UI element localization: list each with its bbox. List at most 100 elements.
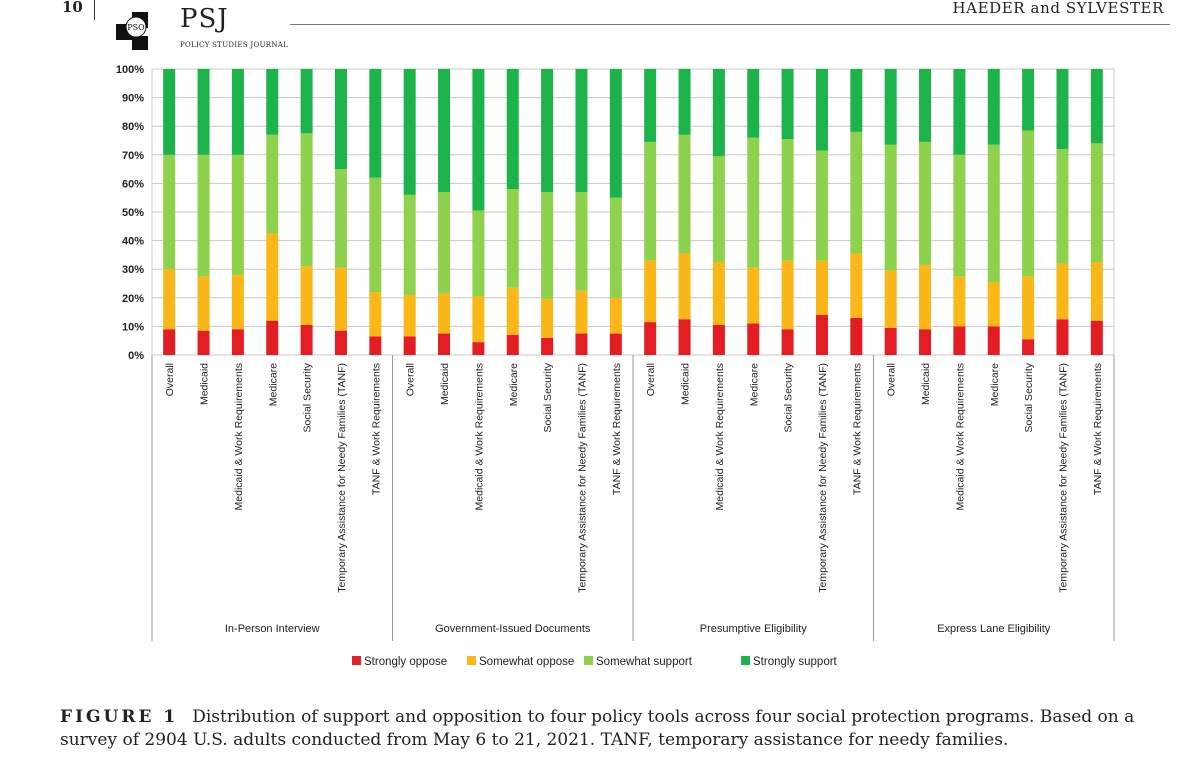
bar-segment-strongly-support	[1022, 69, 1035, 131]
legend-swatch	[467, 656, 476, 665]
journal-logo: PSO	[116, 12, 148, 50]
bar-segment-somewhat-oppose	[369, 292, 382, 337]
bar-segment-somewhat-support	[953, 154, 966, 277]
x-tick-label: TANF & Work Requirements	[370, 363, 382, 495]
bar-segment-strongly-oppose	[850, 317, 863, 355]
bar-segment-strongly-oppose	[575, 333, 588, 355]
bar-segment-strongly-support	[644, 69, 657, 142]
bar-segment-somewhat-support	[438, 191, 451, 294]
bar-segment-strongly-oppose	[266, 320, 279, 355]
bar-segment-strongly-oppose	[919, 329, 932, 355]
x-tick-label: Social Security	[1023, 362, 1035, 432]
bar-segment-somewhat-oppose	[163, 269, 176, 330]
bar-segment-somewhat-oppose	[1056, 263, 1069, 320]
x-tick-label: Medicare	[267, 363, 279, 406]
y-tick-label: 30%	[122, 264, 144, 276]
bar-segment-somewhat-oppose	[919, 264, 932, 330]
bar-segment-somewhat-oppose	[575, 290, 588, 334]
y-tick-label: 80%	[122, 121, 144, 133]
bar-segment-strongly-support	[987, 69, 1000, 145]
bar-segment-somewhat-oppose	[266, 233, 279, 321]
x-tick-label: Medicaid	[439, 363, 451, 405]
bar-segment-strongly-oppose	[403, 336, 416, 355]
bar-segment-somewhat-support	[266, 134, 279, 234]
bar-segment-strongly-support	[334, 69, 347, 170]
x-tick-label: Medicare	[989, 363, 1001, 406]
bar-segment-somewhat-support	[1022, 130, 1035, 277]
bar-segment-strongly-support	[747, 69, 760, 138]
bar-segment-strongly-oppose	[747, 323, 760, 355]
bar-segment-somewhat-support	[541, 191, 554, 300]
x-tick-label: Medicaid & Work Requirements	[473, 363, 485, 510]
bar-segment-strongly-oppose	[506, 334, 519, 355]
bar-segment-strongly-support	[1056, 69, 1069, 150]
bar-segment-somewhat-support	[575, 191, 588, 291]
x-tick-label: Temporary Assistance for Needy Families …	[576, 363, 588, 593]
bar-segment-strongly-oppose	[1090, 320, 1103, 355]
y-tick-label: 20%	[122, 293, 144, 305]
bar-segment-somewhat-oppose	[644, 260, 657, 323]
bar-segment-strongly-support	[369, 69, 382, 178]
group-label: Express Lane Eligibility	[937, 623, 1051, 635]
bar-segment-somewhat-oppose	[712, 262, 725, 325]
bar-segment-somewhat-support	[472, 210, 485, 297]
bar-segment-strongly-oppose	[884, 327, 897, 355]
bar-segment-somewhat-oppose	[747, 267, 760, 324]
bar-segment-strongly-oppose	[541, 337, 554, 355]
bar-segment-somewhat-support	[712, 156, 725, 263]
header-divider	[94, 0, 95, 20]
x-tick-label: TANF & Work Requirements	[611, 363, 623, 495]
bar-segment-strongly-oppose	[644, 322, 657, 355]
legend-label: Strongly support	[753, 656, 838, 668]
caption-text: Distribution of support and opposition t…	[60, 707, 1135, 750]
bar-segment-strongly-support	[300, 69, 313, 134]
bar-segment-somewhat-oppose	[1090, 262, 1103, 321]
bar-segment-somewhat-oppose	[403, 294, 416, 337]
y-tick-label: 50%	[122, 207, 144, 219]
x-tick-label: Medicaid & Work Requirements	[714, 363, 726, 510]
bar-segment-somewhat-support	[987, 144, 1000, 283]
bar-segment-somewhat-support	[231, 154, 244, 275]
bar-segment-strongly-support	[231, 69, 244, 155]
x-tick-label: TANF & Work Requirements	[851, 363, 863, 495]
group-label: In-Person Interview	[225, 623, 320, 635]
bar-segment-somewhat-support	[163, 154, 176, 270]
bar-segment-strongly-support	[712, 69, 725, 157]
bar-segment-strongly-oppose	[1056, 319, 1069, 355]
bar-segment-strongly-support	[438, 69, 451, 192]
y-tick-label: 0%	[128, 350, 144, 362]
stacked-bar-chart: 0% 10% 20% 30% 40% 50% 60% 70% 80% 90% 100% Overall…	[116, 64, 1115, 668]
logo-badge	[125, 16, 147, 38]
x-tick-label: Medicaid	[920, 363, 932, 405]
bar-segment-strongly-support	[575, 69, 588, 192]
figure-label: FIGURE 1	[60, 707, 179, 727]
header-rule	[290, 24, 1170, 25]
y-tick-label: 60%	[122, 178, 144, 190]
bar-segment-strongly-support	[541, 69, 554, 192]
bar-segment-strongly-support	[850, 69, 863, 132]
bar-segment-somewhat-oppose	[438, 293, 451, 334]
bar-segment-somewhat-support	[300, 133, 313, 267]
logo-badge-text: PSO	[127, 23, 145, 32]
x-tick-label: Overall	[886, 363, 898, 396]
x-tick-label: Medicare	[508, 363, 520, 406]
page-number: 10	[62, 0, 83, 16]
bar-segment-somewhat-oppose	[781, 260, 794, 330]
bar-segment-strongly-support	[953, 69, 966, 155]
bar-segment-strongly-oppose	[369, 336, 382, 355]
bar-segment-somewhat-oppose	[506, 287, 519, 335]
bar-segment-strongly-oppose	[197, 330, 210, 355]
bar-segment-strongly-oppose	[334, 330, 347, 355]
bar-segment-somewhat-oppose	[884, 270, 897, 328]
bar-segment-strongly-oppose	[300, 324, 313, 355]
x-tick-label: TANF & Work Requirements	[1092, 363, 1104, 495]
y-tick-label: 40%	[122, 236, 144, 248]
bar-segment-strongly-oppose	[163, 329, 176, 355]
bar-segment-strongly-oppose	[231, 329, 244, 355]
x-tick-label: Medicaid	[680, 363, 692, 405]
bar-segment-somewhat-support	[403, 194, 416, 295]
x-tick-label: Overall	[645, 363, 657, 396]
x-tick-label: Temporary Assistance for Needy Families …	[817, 363, 829, 593]
bar-segment-strongly-oppose	[472, 342, 485, 355]
bar-segment-strongly-support	[609, 69, 622, 198]
